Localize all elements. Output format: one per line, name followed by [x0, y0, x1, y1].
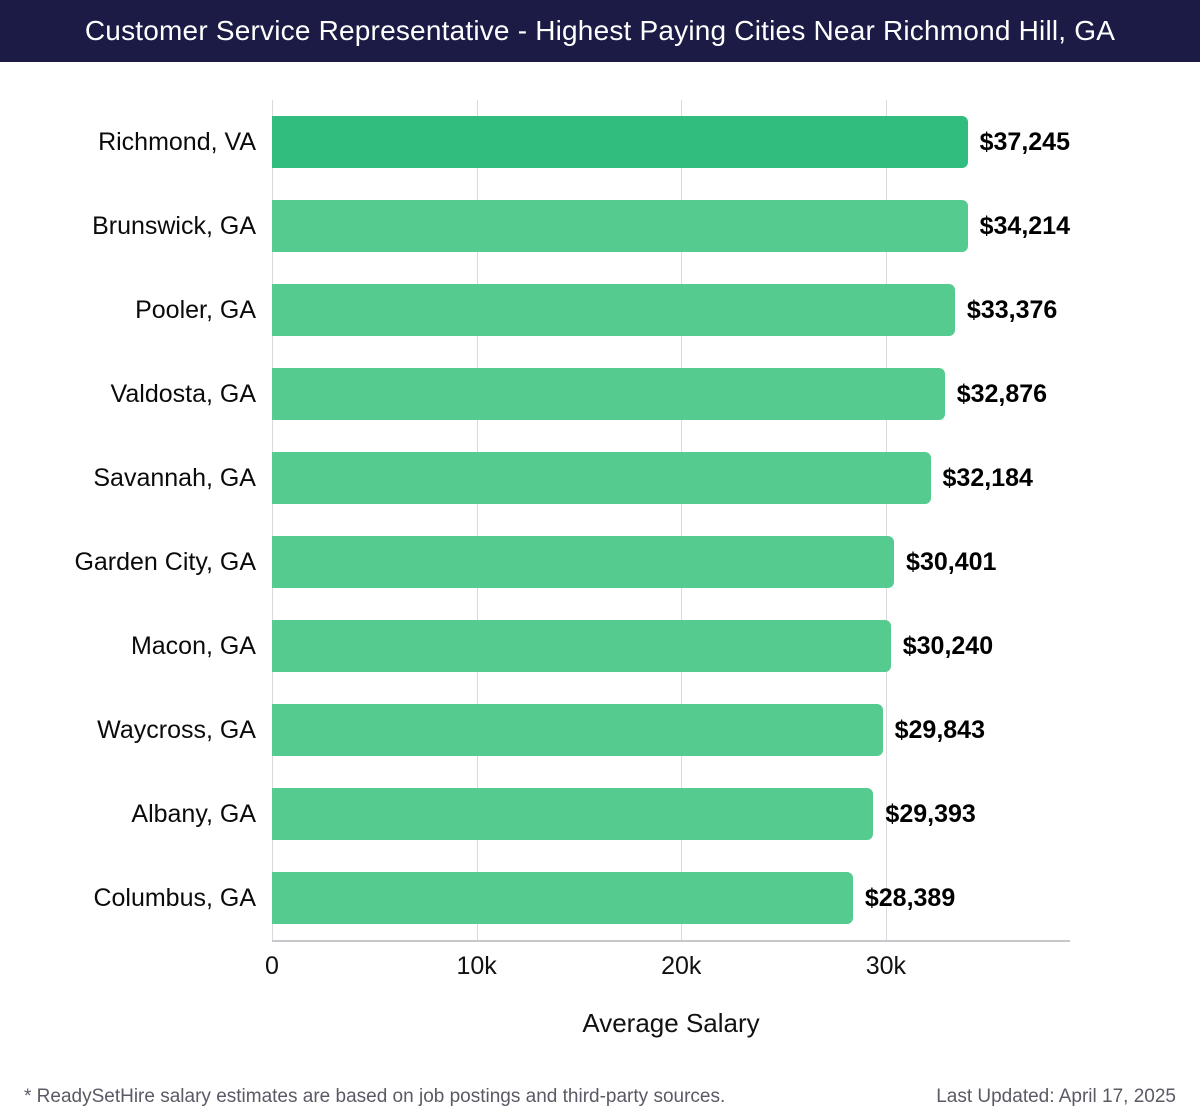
value-label: $28,389	[864, 883, 956, 912]
gridline	[476, 100, 478, 940]
footer: * ReadySetHire salary estimates are base…	[0, 1086, 1200, 1108]
bar	[272, 368, 945, 420]
bar-cell: $29,843	[272, 688, 1070, 772]
bar	[272, 116, 968, 168]
bar-row: Macon, GA $30,240	[0, 604, 1070, 688]
x-tick-label: 0	[265, 952, 279, 980]
category-label: Albany, GA	[131, 799, 256, 828]
bar-row: Columbus, GA $28,389	[0, 856, 1070, 940]
x-axis-line	[272, 940, 1070, 942]
x-tick-label: 30k	[865, 952, 906, 980]
bar-row: Richmond, VA $37,245	[0, 100, 1070, 184]
bar-cell: $30,240	[272, 604, 1070, 688]
bar	[272, 284, 955, 336]
bar-row: Brunswick, GA $34,214	[0, 184, 1070, 268]
bar-cell: $34,214	[272, 184, 1070, 268]
category-label: Waycross, GA	[97, 715, 256, 744]
gridline	[272, 100, 273, 940]
category-label: Richmond, VA	[98, 127, 256, 156]
bar	[272, 452, 931, 504]
value-label: $34,214	[979, 211, 1070, 240]
value-label: $32,876	[956, 379, 1048, 408]
category-label: Columbus, GA	[93, 883, 256, 912]
value-label: $30,240	[902, 631, 994, 660]
gridline	[681, 100, 683, 940]
source-note: * ReadySetHire salary estimates are base…	[24, 1086, 726, 1107]
plot-region: Richmond, VA $37,245 Brunswick, GA $34,214 P…	[0, 100, 1200, 940]
bar-row: Savannah, GA $32,184	[0, 436, 1070, 520]
bar-rows: Richmond, VA $37,245 Brunswick, GA $34,214 P…	[0, 100, 1200, 940]
bar-cell: $33,376	[272, 268, 1070, 352]
x-axis-title: Average Salary	[582, 1008, 760, 1038]
value-label: $30,401	[906, 547, 997, 576]
bar-row: Pooler, GA $33,376	[0, 268, 1070, 352]
value-label: $37,245	[979, 127, 1070, 156]
bar-cell: $32,876	[272, 352, 1070, 436]
x-axis-ticks: 0 10k 20k 30k	[265, 942, 1070, 986]
gridline	[885, 100, 887, 940]
category-label: Savannah, GA	[93, 463, 256, 492]
bar	[272, 620, 891, 672]
category-label: Garden City, GA	[74, 547, 256, 576]
value-label: $32,184	[942, 463, 1033, 492]
value-label: $33,376	[966, 295, 1058, 324]
x-tick-label: 20k	[661, 952, 702, 980]
category-label: Pooler, GA	[135, 295, 256, 324]
bar-cell: $29,393	[272, 772, 1070, 856]
bar-chart: Richmond, VA $37,245 Brunswick, GA $34,214 P…	[0, 100, 1200, 1039]
bar	[272, 704, 883, 756]
chart-title: Customer Service Representative - Highes…	[84, 15, 1116, 46]
bar	[272, 536, 895, 588]
bar-cell: $32,184	[272, 436, 1070, 520]
bar	[272, 200, 968, 252]
bar-row: Garden City, GA $30,401	[0, 520, 1070, 604]
title-bar: Customer Service Representative - Highes…	[0, 0, 1200, 62]
bar-cell: $28,389	[272, 856, 1070, 940]
bar	[272, 788, 874, 840]
category-label: Valdosta, GA	[110, 379, 256, 408]
bar-cell: $37,245	[272, 100, 1070, 184]
bar	[272, 872, 853, 924]
value-label: $29,843	[894, 715, 985, 744]
last-updated: Last Updated: April 17, 2025	[936, 1086, 1176, 1107]
category-label: Macon, GA	[130, 631, 256, 660]
value-label: $29,393	[885, 799, 976, 828]
category-label: Brunswick, GA	[92, 211, 256, 240]
bar-cell: $30,401	[272, 520, 1070, 604]
x-tick-label: 10k	[456, 952, 497, 980]
bar-row: Valdosta, GA $32,876	[0, 352, 1070, 436]
gridlines	[272, 100, 1070, 940]
bar-row: Albany, GA $29,393	[0, 772, 1070, 856]
bar-row: Waycross, GA $29,843	[0, 688, 1070, 772]
